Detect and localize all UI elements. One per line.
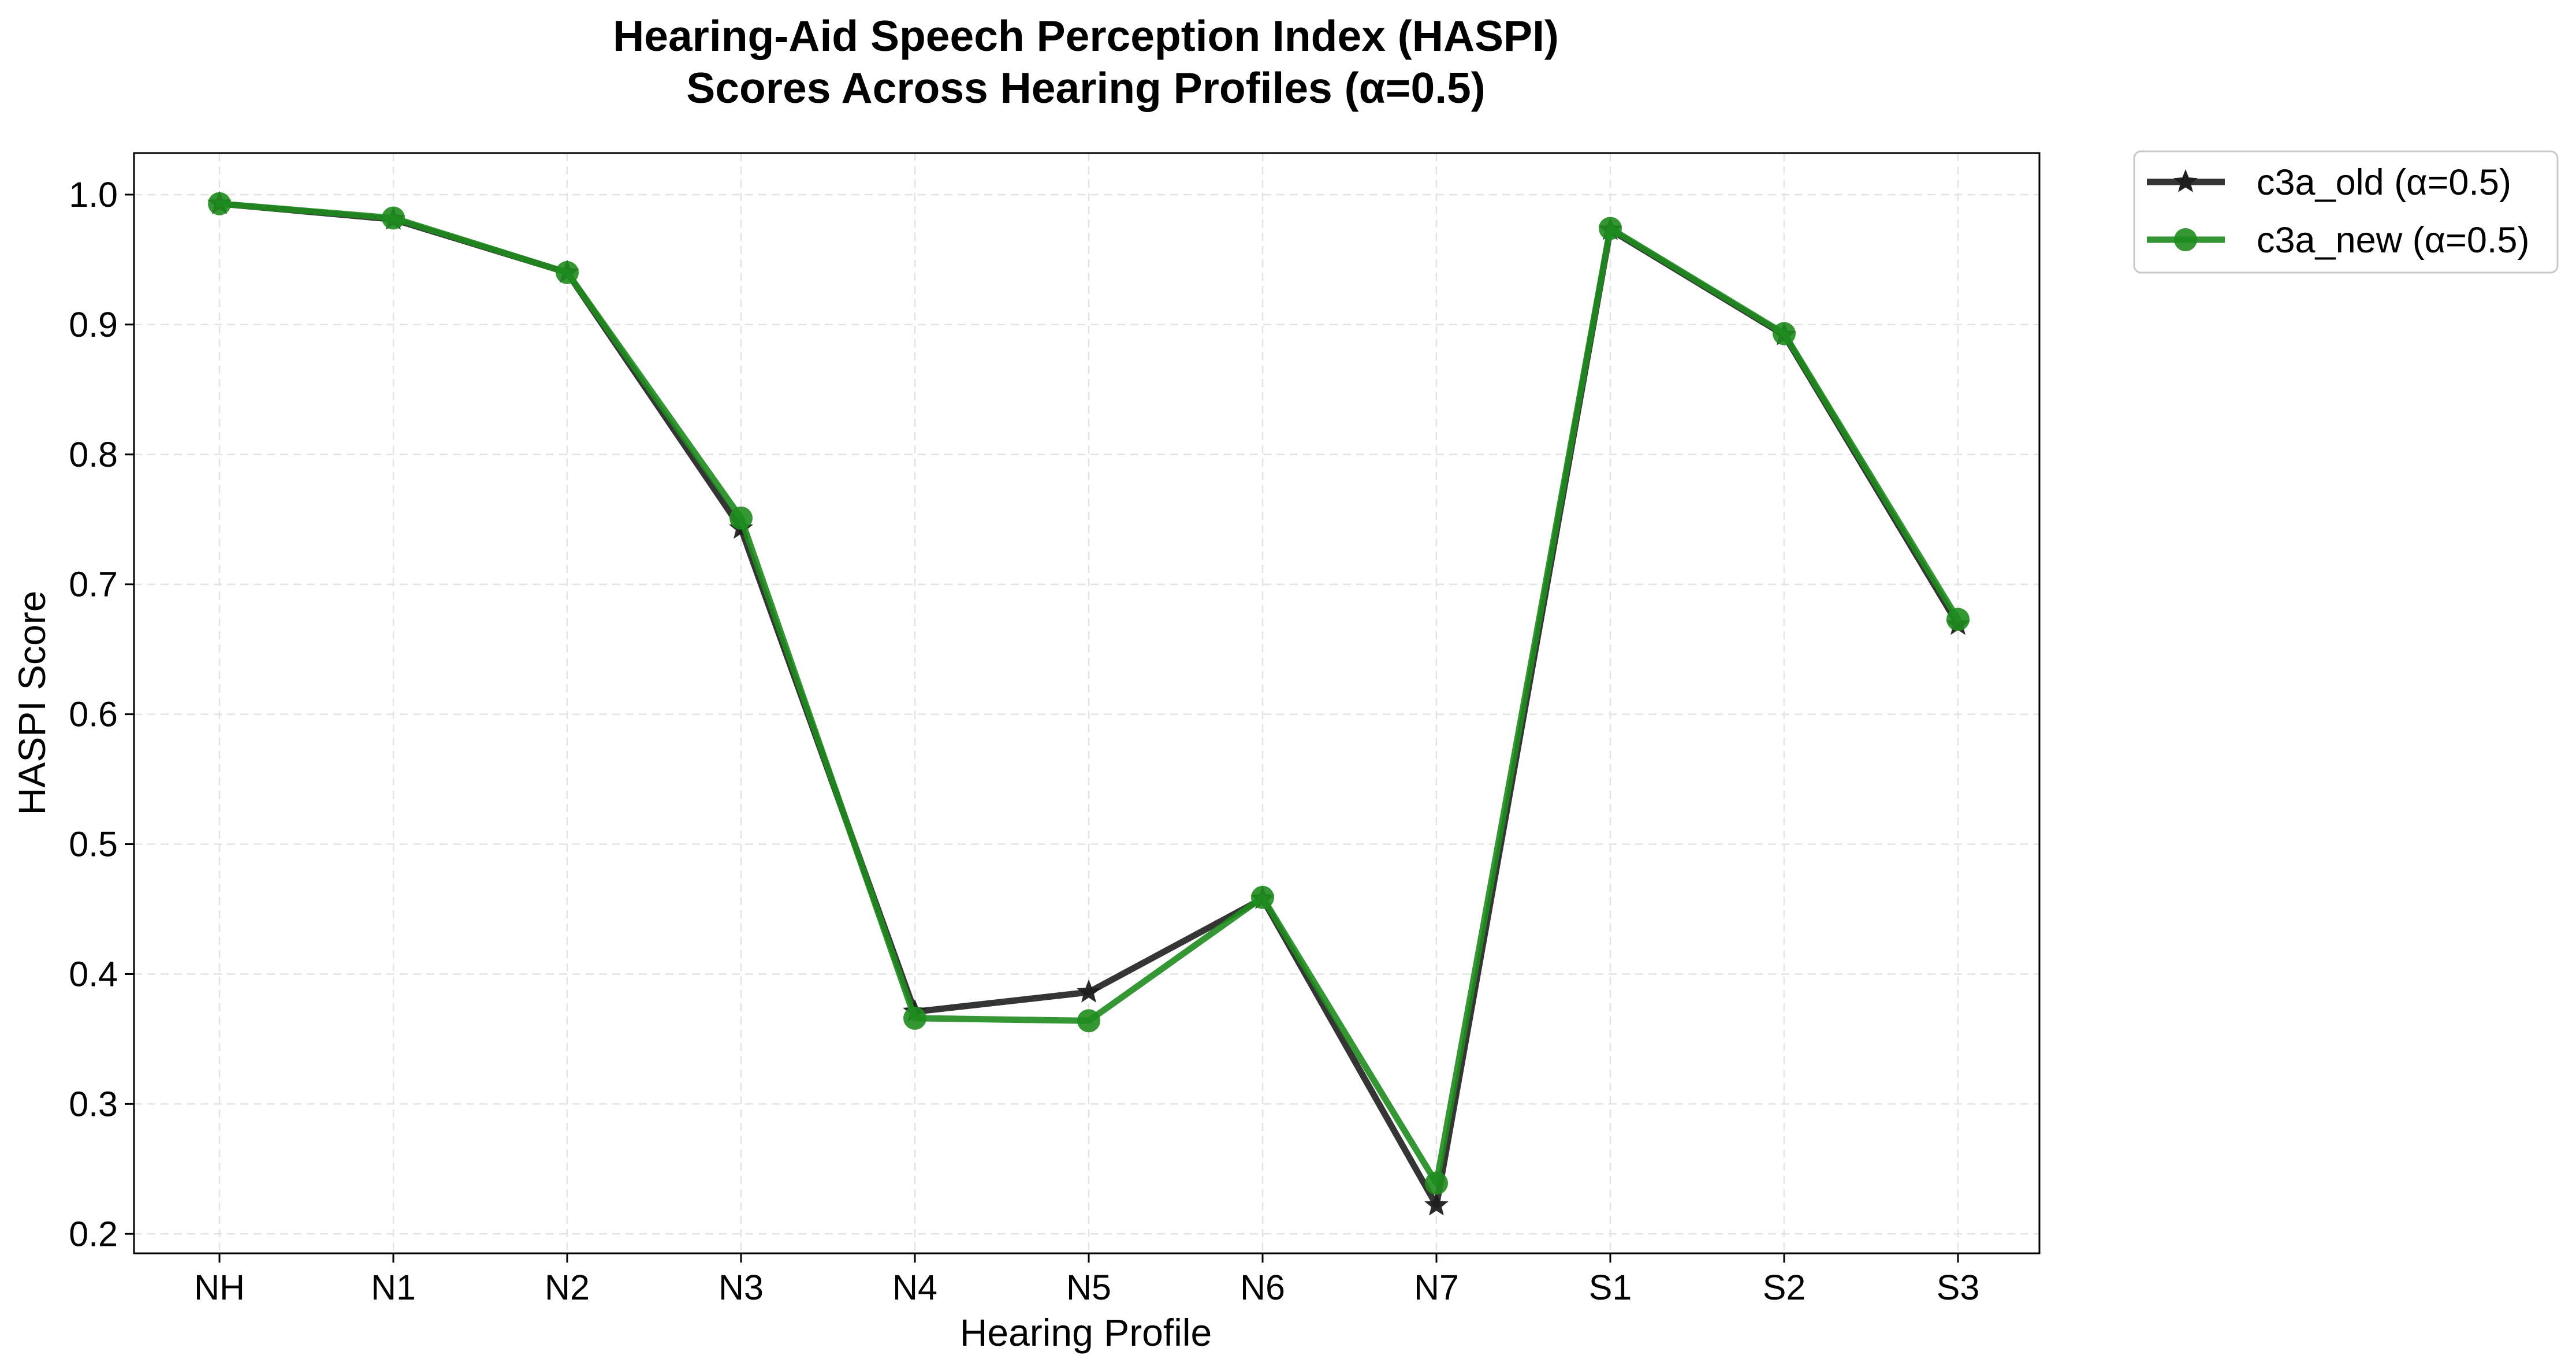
x-tick-label: S3	[1937, 1268, 1980, 1307]
legend-label-new: c3a_new (α=0.5)	[2257, 220, 2529, 260]
x-tick-label: N3	[719, 1268, 764, 1307]
legend-items: c3a_old (α=0.5) c3a_new (α=0.5)	[2147, 162, 2529, 260]
series-new	[208, 192, 1970, 1195]
series-layer	[207, 191, 1970, 1216]
data-point-star	[1077, 979, 1101, 1003]
plot-frame	[133, 152, 2041, 1254]
data-point-circle	[1946, 608, 1970, 631]
x-tick-label: NH	[194, 1268, 245, 1307]
data-point-circle	[903, 1006, 926, 1030]
data-point-circle	[1599, 217, 1622, 240]
legend-marker-circle	[2174, 228, 2197, 251]
data-point-circle	[729, 507, 753, 530]
x-tick-label: N1	[371, 1268, 416, 1307]
chart-title: Hearing-Aid Speech Perception Index (HAS…	[613, 12, 1559, 112]
legend-frame	[2133, 150, 2559, 274]
x-tick-label: N7	[1414, 1268, 1459, 1307]
data-point-circle	[1077, 1009, 1100, 1033]
x-tick-label: N6	[1240, 1268, 1285, 1307]
legend-label-old: c3a_old (α=0.5)	[2257, 162, 2511, 203]
y-axis-label: HASPI Score	[10, 591, 53, 816]
legend-marker-star	[2173, 169, 2198, 192]
data-point-circle	[382, 206, 405, 230]
y-tick-label: 0.7	[69, 565, 118, 604]
y-tick-label: 0.6	[69, 695, 118, 734]
legend-item-new: c3a_new (α=0.5)	[2147, 220, 2529, 260]
y-tick-label: 0.4	[69, 954, 118, 993]
x-axis-label: Hearing Profile	[960, 1311, 1212, 1354]
x-tick-label: S1	[1589, 1268, 1632, 1307]
grid	[134, 153, 2039, 1253]
data-point-circle	[208, 192, 231, 215]
data-point-circle	[1425, 1171, 1448, 1195]
data-point-circle	[1773, 322, 1796, 345]
x-tick-label: N5	[1066, 1268, 1111, 1307]
data-point-circle	[1251, 885, 1274, 909]
y-tick-label: 0.5	[69, 825, 118, 864]
y-tick-label: 0.8	[69, 435, 118, 474]
x-tick-label: N4	[892, 1268, 937, 1307]
legend: c3a_old (α=0.5) c3a_new (α=0.5)	[2133, 150, 2559, 274]
data-point-star	[1424, 1192, 1449, 1216]
legend-item-old: c3a_old (α=0.5)	[2147, 162, 2511, 203]
chart-title-line-1: Hearing-Aid Speech Perception Index (HAS…	[613, 12, 1559, 60]
axis-ticks: NH N1 N2 N3 N4 N5 N6 N7 S1 S2 S3 0.2 0.3 0.4 0.5 0.6 0.7…	[69, 175, 1979, 1307]
x-tick-label: N2	[545, 1268, 590, 1307]
chart-title-line-2: Scores Across Hearing Profiles (α=0.5)	[686, 64, 1485, 112]
y-tick-label: 1.0	[69, 175, 118, 214]
x-tick-label: S2	[1763, 1268, 1806, 1307]
data-point-circle	[556, 260, 579, 284]
y-tick-label: 0.9	[69, 305, 118, 344]
y-tick-label: 0.3	[69, 1084, 118, 1123]
plot-area	[134, 153, 2039, 1253]
y-tick-label: 0.2	[69, 1214, 118, 1253]
